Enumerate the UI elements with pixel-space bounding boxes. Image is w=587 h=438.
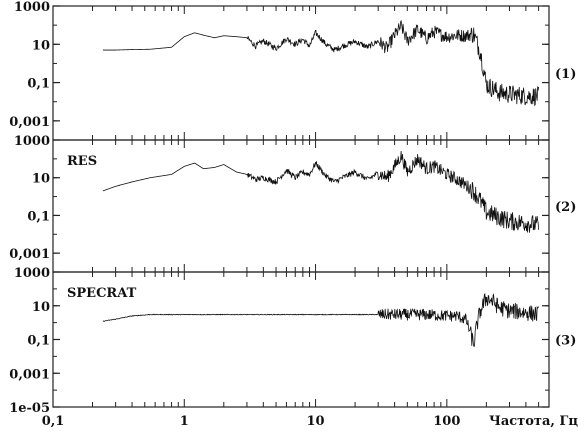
x-tick-label: 0,1 [42, 414, 65, 429]
panel-2-traces [102, 151, 539, 233]
x-tick-label: 10 [307, 414, 325, 429]
panel-3-label: (3) [555, 334, 576, 349]
y-tick-label: 10 [32, 172, 50, 187]
x-tick-label: 100 [433, 414, 460, 429]
y-tick-label: 1000 [14, 134, 50, 149]
panel-1-label: (1) [555, 67, 576, 82]
y-tick-label: 1e-05 [9, 401, 50, 416]
y-tick-label: 0,001 [9, 115, 50, 130]
panel-3-trace-name: SPECRAT [67, 286, 137, 301]
panel-3: 1000 10 0,1 0,001 1e-05 SPECRAT (3) [9, 266, 576, 416]
panel-1-traces [102, 19, 539, 107]
panel-3-traces [102, 293, 539, 348]
panel-1-x-ticks [52, 6, 550, 140]
x-axis-tick-labels: 0,1 1 10 100 [42, 414, 461, 429]
y-tick-label: 0,1 [27, 334, 50, 349]
panel-2-trace-name: RES [67, 154, 97, 169]
panel-3-y-minor-ticks [53, 271, 549, 408]
x-axis-title: Частота, Гц [489, 414, 578, 429]
y-tick-label: 0,1 [27, 77, 50, 92]
x-tick-label: 1 [180, 414, 189, 429]
y-tick-label: 1000 [14, 266, 50, 281]
series-1-line [102, 293, 539, 348]
y-tick-label: 0,001 [9, 367, 50, 382]
panel-2-y-ticks: 1000 10 0,1 0,001 [9, 134, 549, 262]
y-tick-label: 0,1 [27, 209, 50, 224]
y-tick-label: 10 [32, 300, 50, 315]
y-tick-label: 10 [32, 38, 50, 53]
y-tick-label: 0,001 [9, 247, 50, 262]
panel-3-x-ticks [52, 272, 550, 407]
series-1-line [102, 19, 539, 107]
panel-1: 1000 10 0,1 0,001 (1) [9, 0, 576, 141]
series-1-line [102, 151, 539, 233]
panel-2: 1000 10 0,1 0,001 RES (2) [9, 134, 576, 273]
panel-2-y-minor-ticks [53, 139, 549, 273]
y-tick-label: 1000 [14, 0, 50, 15]
panel-2-x-ticks [52, 140, 550, 272]
panel-3-y-ticks: 1000 10 0,1 0,001 1e-05 [9, 266, 549, 416]
panel-1-y-ticks: 1000 10 0,1 0,001 [9, 0, 549, 130]
panel-2-label: (2) [555, 200, 576, 215]
